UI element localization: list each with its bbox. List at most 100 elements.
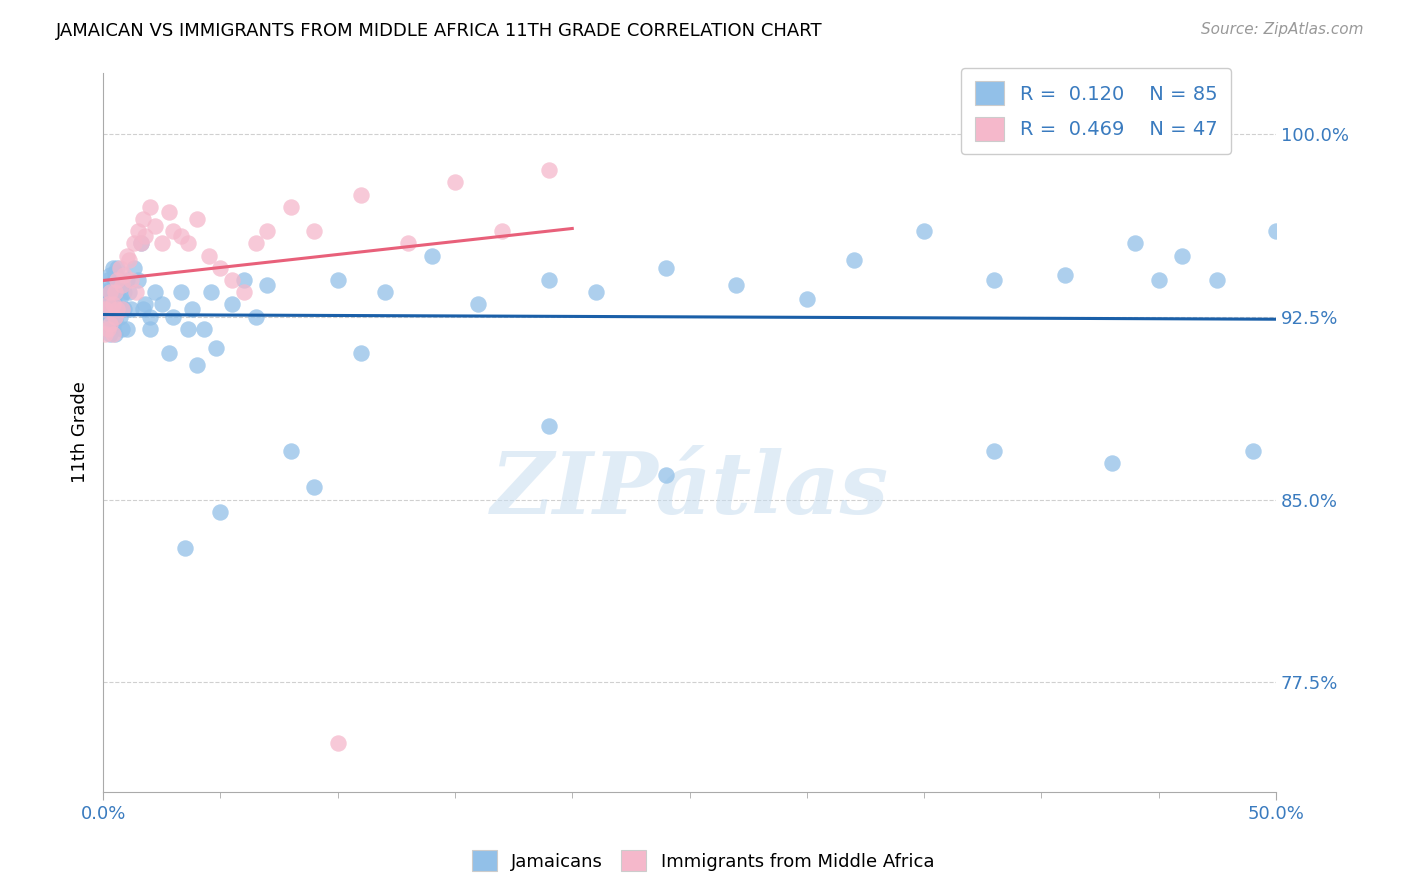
Point	[1053, 268, 1076, 282]
Point	[111, 322, 134, 336]
Point	[1265, 224, 1288, 238]
Point	[98, 317, 121, 331]
Point	[94, 285, 117, 299]
Point	[105, 302, 128, 317]
Point	[280, 443, 302, 458]
Point	[193, 322, 215, 336]
Point	[256, 224, 278, 238]
Point	[98, 285, 121, 299]
Point	[209, 505, 232, 519]
Point	[420, 248, 443, 262]
Point	[169, 229, 191, 244]
Point	[176, 322, 198, 336]
Point	[537, 273, 560, 287]
Point	[221, 297, 243, 311]
Point	[983, 273, 1005, 287]
Point	[162, 310, 184, 324]
Point	[796, 293, 818, 307]
Point	[245, 236, 267, 251]
Point	[537, 163, 560, 178]
Point	[98, 297, 121, 311]
Point	[157, 204, 180, 219]
Point	[350, 187, 373, 202]
Text: ZIPátlas: ZIPátlas	[491, 449, 889, 532]
Point	[157, 346, 180, 360]
Point	[104, 310, 127, 324]
Point	[186, 359, 208, 373]
Point	[232, 285, 254, 299]
Point	[150, 297, 173, 311]
Point	[134, 297, 156, 311]
Point	[101, 297, 124, 311]
Point	[97, 273, 120, 287]
Point	[105, 273, 128, 287]
Point	[104, 285, 127, 299]
Point	[118, 253, 141, 268]
Point	[127, 273, 149, 287]
Point	[94, 297, 117, 311]
Point	[112, 302, 135, 317]
Point	[1101, 456, 1123, 470]
Point	[104, 273, 127, 287]
Point	[101, 302, 124, 317]
Point	[725, 277, 748, 292]
Point	[350, 346, 373, 360]
Point	[111, 302, 134, 317]
Point	[174, 541, 197, 556]
Point	[842, 253, 865, 268]
Point	[132, 302, 155, 317]
Point	[98, 285, 121, 299]
Point	[139, 310, 162, 324]
Point	[326, 273, 349, 287]
Point	[118, 285, 141, 299]
Point	[127, 224, 149, 238]
Point	[162, 224, 184, 238]
Point	[101, 326, 124, 341]
Point	[111, 277, 134, 292]
Point	[181, 302, 204, 317]
Point	[120, 302, 142, 317]
Point	[169, 285, 191, 299]
Point	[129, 236, 152, 251]
Point	[1123, 236, 1146, 251]
Point	[129, 236, 152, 251]
Point	[101, 293, 124, 307]
Legend: Jamaicans, Immigrants from Middle Africa: Jamaicans, Immigrants from Middle Africa	[464, 843, 942, 879]
Point	[97, 322, 120, 336]
Point	[132, 211, 155, 226]
Point	[1147, 273, 1170, 287]
Point	[97, 322, 120, 336]
Point	[396, 236, 419, 251]
Point	[111, 277, 134, 292]
Point	[143, 285, 166, 299]
Point	[122, 236, 145, 251]
Point	[655, 468, 678, 483]
Point	[108, 260, 131, 275]
Point	[108, 293, 131, 307]
Point	[186, 211, 208, 226]
Point	[209, 260, 232, 275]
Point	[94, 302, 117, 317]
Point	[655, 260, 678, 275]
Point	[98, 326, 121, 341]
Point	[115, 273, 138, 287]
Point	[245, 310, 267, 324]
Point	[221, 273, 243, 287]
Point	[200, 285, 222, 299]
Point	[97, 297, 120, 311]
Point	[280, 200, 302, 214]
Point	[374, 285, 396, 299]
Point	[94, 326, 117, 341]
Y-axis label: 11th Grade: 11th Grade	[72, 382, 89, 483]
Point	[97, 283, 120, 297]
Point	[97, 302, 120, 317]
Point	[256, 277, 278, 292]
Point	[150, 236, 173, 251]
Point	[104, 266, 127, 280]
Point	[125, 285, 148, 299]
Point	[326, 737, 349, 751]
Point	[302, 224, 325, 238]
Point	[134, 229, 156, 244]
Point	[139, 322, 162, 336]
Point	[143, 219, 166, 234]
